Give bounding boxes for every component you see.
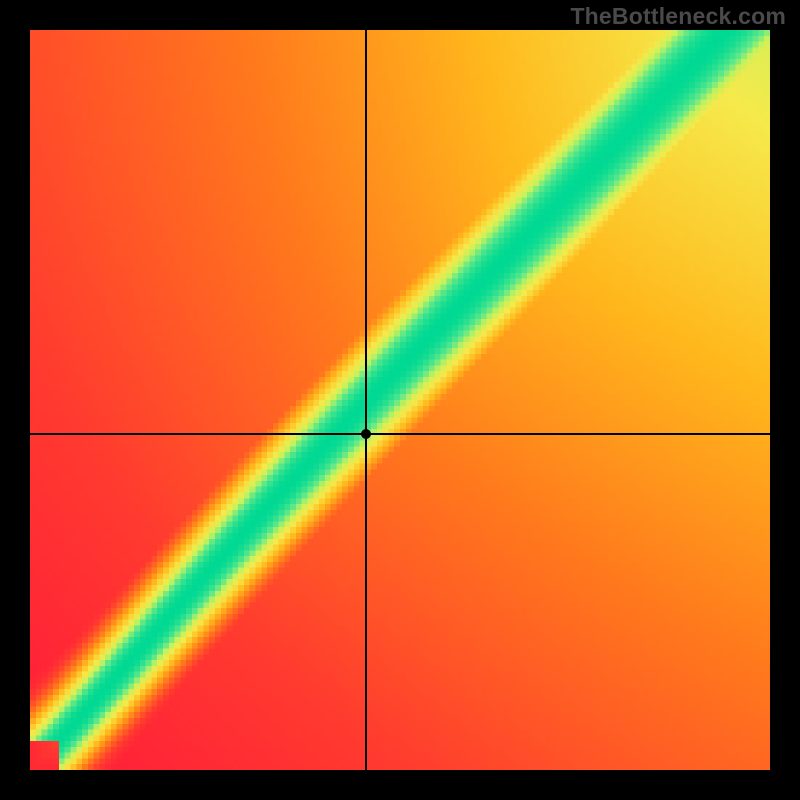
heatmap-plot [30,30,770,770]
crosshair-horizontal [30,433,770,434]
heatmap-canvas [30,30,770,770]
crosshair-vertical [365,30,366,770]
crosshair-marker [361,429,371,439]
watermark-text: TheBottleneck.com [570,3,786,30]
